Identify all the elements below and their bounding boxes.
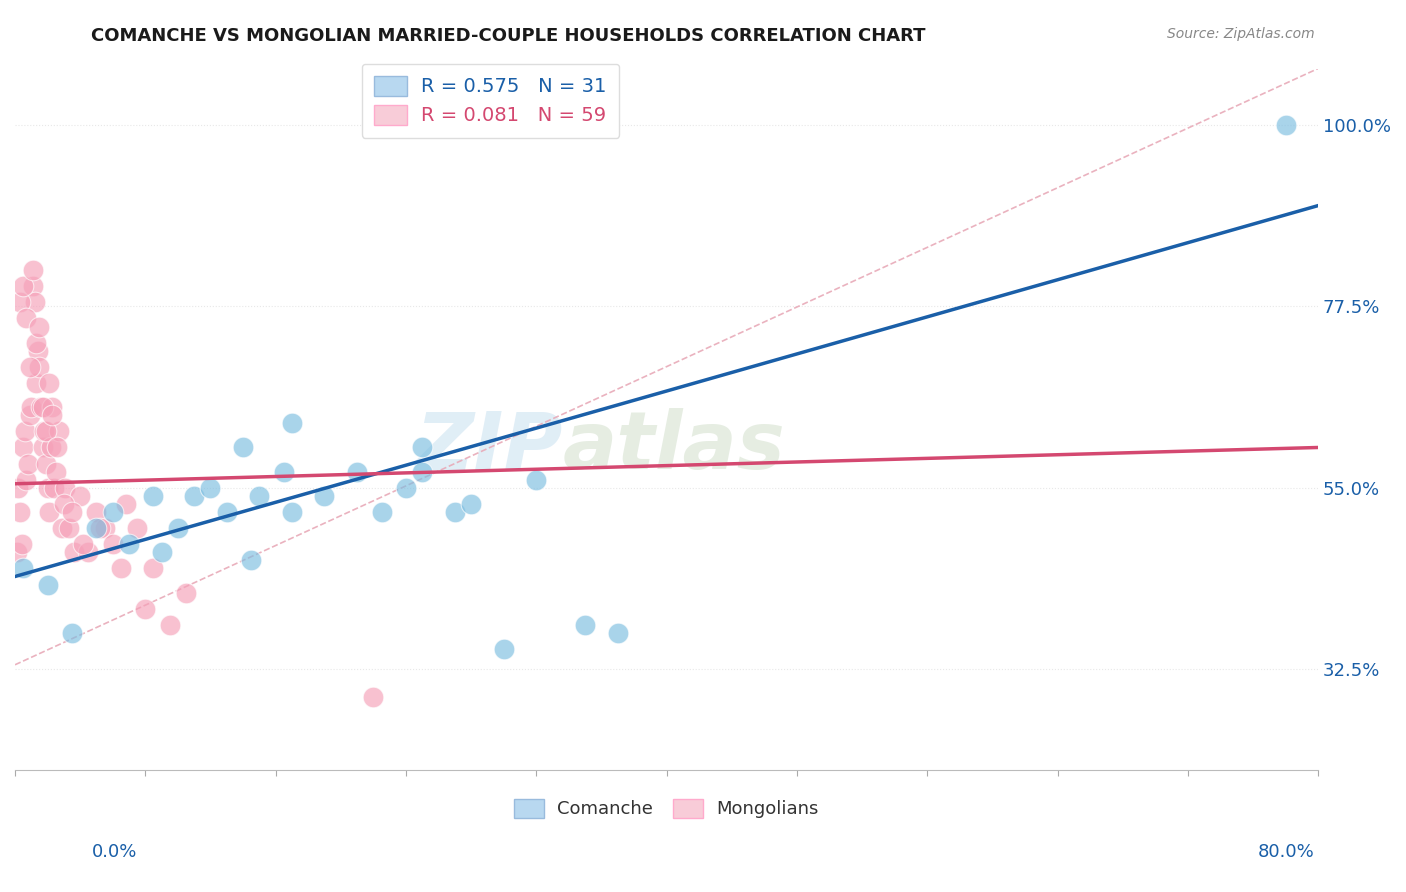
Point <box>21 279 44 293</box>
Point <box>167 521 190 535</box>
Point <box>215 505 238 519</box>
Point <box>30 400 52 414</box>
Point <box>37 577 59 591</box>
Point <box>492 642 515 657</box>
Point <box>6 545 28 559</box>
Point <box>39 441 62 455</box>
Point <box>15 311 38 326</box>
Point <box>247 489 270 503</box>
Point <box>7 481 30 495</box>
Point <box>411 441 433 455</box>
Text: ZIP: ZIP <box>415 409 562 486</box>
Point <box>150 545 173 559</box>
Point <box>20 400 42 414</box>
Point <box>11 441 34 455</box>
Point <box>174 585 197 599</box>
Text: Source: ZipAtlas.com: Source: ZipAtlas.com <box>1167 27 1315 41</box>
Point <box>48 425 70 439</box>
Point <box>142 561 165 575</box>
Point <box>114 497 136 511</box>
Point <box>142 489 165 503</box>
Point <box>346 465 368 479</box>
Point <box>37 481 59 495</box>
Point <box>31 441 53 455</box>
Point <box>11 279 34 293</box>
Point <box>35 457 58 471</box>
Point <box>35 425 58 439</box>
Point <box>183 489 205 503</box>
Point <box>606 626 628 640</box>
Point <box>8 295 31 310</box>
Point <box>101 537 124 551</box>
Point <box>31 400 53 414</box>
Point <box>101 505 124 519</box>
Point <box>27 343 49 358</box>
Point <box>411 465 433 479</box>
Text: atlas: atlas <box>562 409 785 486</box>
Point <box>51 521 73 535</box>
Point <box>21 263 44 277</box>
Point <box>574 618 596 632</box>
Point <box>18 359 41 374</box>
Point <box>370 505 392 519</box>
Point <box>8 505 31 519</box>
Point <box>200 481 222 495</box>
Point <box>77 545 100 559</box>
Point <box>24 295 46 310</box>
Point <box>118 537 141 551</box>
Point <box>46 441 69 455</box>
Point <box>86 505 108 519</box>
Point <box>443 505 465 519</box>
Point <box>460 497 482 511</box>
Point <box>273 465 295 479</box>
Point <box>14 425 37 439</box>
Point <box>38 505 60 519</box>
Point <box>281 505 304 519</box>
Point <box>86 521 108 535</box>
Point <box>110 561 132 575</box>
Point <box>55 481 77 495</box>
Point <box>38 376 60 390</box>
Point <box>524 473 547 487</box>
Point <box>395 481 418 495</box>
Text: COMANCHE VS MONGOLIAN MARRIED-COUPLE HOUSEHOLDS CORRELATION CHART: COMANCHE VS MONGOLIAN MARRIED-COUPLE HOU… <box>91 27 927 45</box>
Point <box>69 489 91 503</box>
Legend: Comanche, Mongolians: Comanche, Mongolians <box>508 793 825 825</box>
Point <box>72 537 94 551</box>
Point <box>232 441 254 455</box>
Point <box>28 359 51 374</box>
Point <box>127 521 149 535</box>
Point <box>314 489 336 503</box>
Point <box>18 409 41 423</box>
Point <box>41 400 63 414</box>
Point <box>62 545 84 559</box>
Point <box>17 457 39 471</box>
Point <box>1274 118 1296 132</box>
Text: 0.0%: 0.0% <box>91 843 136 861</box>
Point <box>28 319 51 334</box>
Point <box>363 690 385 705</box>
Point <box>93 521 115 535</box>
Point <box>281 417 304 431</box>
Point <box>60 626 83 640</box>
Point <box>134 601 156 615</box>
Text: 80.0%: 80.0% <box>1258 843 1315 861</box>
Point <box>34 425 56 439</box>
Point <box>25 335 48 350</box>
Point <box>240 553 263 567</box>
Point <box>45 465 67 479</box>
Point <box>15 473 38 487</box>
Point <box>41 409 63 423</box>
Point <box>52 497 75 511</box>
Point <box>42 481 65 495</box>
Point <box>60 505 83 519</box>
Point <box>10 537 32 551</box>
Point <box>25 376 48 390</box>
Point <box>159 618 181 632</box>
Point <box>58 521 80 535</box>
Point <box>89 521 111 535</box>
Point <box>11 561 34 575</box>
